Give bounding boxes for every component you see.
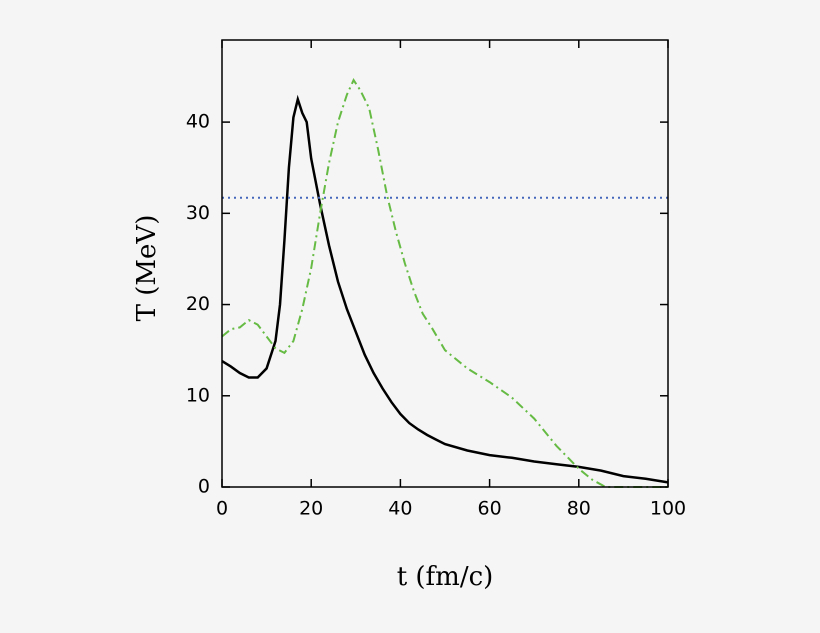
y-tick-label: 30 (186, 202, 210, 224)
x-tick-label: 60 (478, 498, 502, 520)
series-line (221, 94, 669, 484)
x-tick-label: 80 (567, 498, 591, 520)
x-tick-label: 100 (650, 498, 686, 520)
x-tick-label: 0 (216, 498, 228, 520)
y-axis-label: T (MeV) (132, 215, 162, 322)
y-tick-label: 20 (186, 293, 210, 315)
series-line (221, 78, 668, 488)
x-tick-label: 20 (299, 498, 323, 520)
plot-frame (221, 39, 669, 488)
y-tick-label: 40 (186, 111, 210, 133)
x-axis-label: t (fm/c) (397, 562, 494, 592)
y-tick-label: 0 (198, 476, 210, 498)
x-tick-label: 40 (388, 498, 412, 520)
y-tick-label: 10 (186, 384, 210, 406)
